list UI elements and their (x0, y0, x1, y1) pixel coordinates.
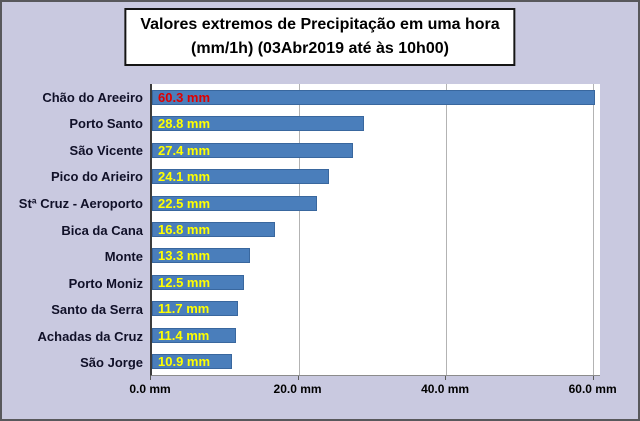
bar-value-label: 11.7 mm (158, 301, 210, 317)
category-axis: Chão do Areeiro Porto Santo São Vicente Pic… (2, 84, 150, 376)
category-label: Achadas da Cruz (37, 328, 143, 344)
category-label: Santo da Serra (51, 302, 143, 318)
bar-value-label: 22.5 mm (158, 195, 211, 211)
precip-bar: 16.8 mm (152, 221, 276, 237)
precip-bar: 28.8 mm (152, 116, 364, 132)
bar-row: 12.5 mm (152, 269, 600, 295)
x-gridline (445, 84, 447, 375)
category-label: Porto Moniz (68, 275, 143, 291)
x-tick-mark (592, 376, 594, 380)
bar-row: 28.8 mm (152, 110, 600, 136)
x-axis: 0.0 mm 20.0 mm 40.0 mm 60.0 mm (129, 376, 617, 402)
precip-bar: 24.1 mm (152, 169, 329, 185)
chart-title-line1: Valores extremos de Precipitação em uma … (140, 16, 500, 33)
bar-value-label: 24.1 mm (158, 169, 211, 185)
category-label: Chão do Areeiro (42, 89, 143, 105)
bar-chart: Chão do Areeiro Porto Santo São Vicente Pic… (2, 84, 600, 376)
x-gridline (298, 84, 300, 375)
bar-row: 22.5 mm (152, 190, 600, 216)
category-label: Porto Santo (69, 116, 143, 132)
category-label: São Vicente (69, 142, 143, 158)
x-tick-label: 20.0 mm (273, 382, 322, 396)
precip-bar: 22.5 mm (152, 195, 318, 211)
precip-bar: 13.3 mm (152, 248, 250, 264)
bar-value-label: 60.3 mm (158, 89, 211, 105)
category-label: Monte (104, 249, 143, 265)
category-label: Pico do Arieiro (51, 169, 143, 185)
chart-title: Valores extremos de Precipitação em uma … (124, 8, 516, 66)
x-tick-mark (150, 376, 151, 380)
bar-row: 24.1 mm (152, 163, 600, 189)
category-label: São Jorge (80, 355, 143, 371)
bar-value-label: 13.3 mm (158, 248, 211, 264)
chart-title-line2: (mm/1h) (03Abr2019 até às 10h00) (191, 40, 449, 57)
bar-value-label: 28.8 mm (158, 116, 211, 132)
x-tick-mark (445, 376, 447, 380)
bar-row: 16.8 mm (152, 216, 600, 242)
bar-series: 60.3 mm 28.8 mm 27.4 mm 24.1 mm 22.5 mm 16.8 … (152, 84, 600, 375)
precip-bar: 10.9 mm (152, 354, 233, 370)
precip-bar: 11.4 mm (152, 327, 236, 343)
x-gridline (592, 84, 594, 375)
category-label: Stª Cruz - Aeroporto (18, 195, 143, 211)
x-tick-label: 0.0 mm (129, 382, 171, 396)
x-tick-mark (297, 376, 299, 380)
precip-bar: 11.7 mm (152, 301, 238, 317)
precip-bar: 27.4 mm (152, 142, 354, 158)
bar-value-label: 27.4 mm (158, 142, 211, 158)
precip-bar: 60.3 mm (152, 89, 595, 105)
bar-row: 11.4 mm (152, 322, 600, 348)
bar-row: 60.3 mm (152, 84, 600, 110)
precip-bar: 12.5 mm (152, 274, 244, 290)
bar-row: 27.4 mm (152, 137, 600, 163)
bar-value-label: 16.8 mm (158, 221, 211, 237)
bar-row: 11.7 mm (152, 296, 600, 322)
plot-area: 60.3 mm 28.8 mm 27.4 mm 24.1 mm 22.5 mm 16.8 … (150, 84, 600, 376)
bar-row: 13.3 mm (152, 243, 600, 269)
category-label: Bica da Cana (61, 222, 143, 238)
bar-value-label: 10.9 mm (158, 354, 211, 370)
bar-value-label: 11.4 mm (158, 327, 210, 343)
bar-value-label: 12.5 mm (158, 274, 211, 290)
x-tick-label: 60.0 mm (568, 382, 617, 396)
x-tick-label: 40.0 mm (421, 382, 470, 396)
bar-row: 10.9 mm (152, 349, 600, 375)
